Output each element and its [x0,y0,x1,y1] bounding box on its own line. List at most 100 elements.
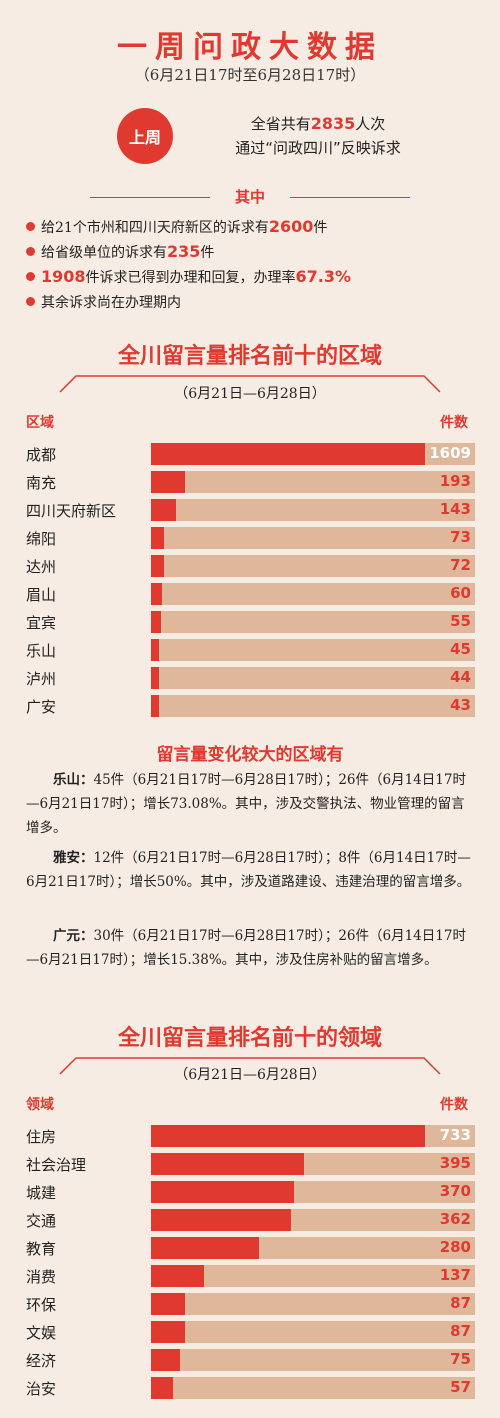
change-paragraph: 广元：30件（6月21日17时—6月28日17时）；26件（6月14日17时—6… [26,924,476,972]
field-bar [151,1153,305,1175]
field-bar-row: 环保 87 [0,1292,500,1316]
region-value-label: 72 [450,556,471,574]
field-bar-track: 87 [151,1321,475,1343]
region-bar-row: 达州 72 [0,554,500,578]
summary-text: 全省共有 [250,115,311,133]
region-bar-track: 43 [151,695,475,717]
field-col-count: 件数 [440,1097,468,1113]
change-region-text: 12件（6月21日17时—6月28日17时）；8件（6月14日17时—6月21日… [26,850,471,890]
field-bar-row: 教育 280 [0,1236,500,1260]
region-bar [151,611,161,633]
field-category-label: 城建 [26,1184,57,1202]
field-bar-row: 消费 137 [0,1264,500,1288]
field-bar [151,1321,185,1343]
page-subtitle: （6月21日17时至6月28日17时） [134,66,366,84]
bullet-dot [26,222,35,231]
region-category-label: 四川天府新区 [26,502,117,520]
region-bar-row: 乐山 45 [0,638,500,662]
field-bar [151,1377,174,1399]
summary-count: 2835 [310,114,356,133]
region-value-label: 44 [450,668,471,686]
bullet-text: 给省级单位的诉求有 [41,244,167,261]
region-bar [151,695,159,717]
change-paragraph: 雅安：12件（6月21日17时—6月28日17时）；8件（6月14日17时—6月… [26,846,476,894]
field-value-label: 280 [439,1238,471,1256]
region-bar-track: 60 [151,583,475,605]
region-bar [151,527,164,549]
bullet-item: 给21个市州和四川天府新区的诉求有 2600 件 [26,214,486,239]
region-value-label: 45 [450,640,471,658]
change-paragraph: 乐山：45件（6月21日17时—6月28日17时）；26件（6月14日17时—6… [26,768,476,840]
region-bar-row: 宜宾 55 [0,610,500,634]
region-value-label: 143 [439,500,471,518]
region-bar-track: 55 [151,611,475,633]
region-bar-track: 143 [151,499,475,521]
field-value-label: 362 [439,1210,471,1228]
field-bar-row: 交通 362 [0,1208,500,1232]
field-bar-row: 治安 57 [0,1376,500,1400]
change-region-name: 广元： [53,928,94,944]
field-bar [151,1293,185,1315]
region-category-label: 泸州 [26,670,57,688]
region-col-label: 区域 [26,415,54,431]
field-category-label: 经济 [26,1352,57,1370]
summary: 全省共有2835人次 通过“问政四川”反映诉求 [188,112,448,160]
bullet-unit: 件 [313,219,328,236]
change-region-text: 30件（6月21日17时—6月28日17时）；26件（6月14日17时—6月21… [26,928,466,968]
field-bar-track: 370 [151,1181,475,1203]
field-category-label: 交通 [26,1212,57,1230]
field-value-label: 75 [450,1350,471,1368]
among-label: 其中 [234,188,265,206]
field-value-label: 395 [439,1154,471,1172]
region-bar-row: 眉山 60 [0,582,500,606]
region-value-label: 43 [450,696,471,714]
field-chart-title: 全川留言量排名前十的领域 [117,1026,382,1051]
field-bar-row: 城建 370 [0,1180,500,1204]
field-bar-row: 文娱 87 [0,1320,500,1344]
region-bar-row: 广安 43 [0,694,500,718]
divider-line-right [290,197,410,198]
region-bar [151,583,162,605]
region-bar-track: 1609 [151,443,475,465]
field-bar-track: 733 [151,1125,475,1147]
field-value-label: 370 [439,1182,471,1200]
region-category-label: 乐山 [26,642,57,660]
bullet-rate: 67.3% [295,267,352,286]
field-bar-track: 87 [151,1293,475,1315]
bullet-number: 235 [167,242,201,261]
field-bar [151,1265,205,1287]
region-chart-subtitle: （6月21日—6月28日） [174,386,326,402]
region-bar [151,555,164,577]
bullet-item: 其余诉求尚在办理期内 [26,289,486,314]
bullet-text: 给21个市州和四川天府新区的诉求有 [41,219,269,236]
region-category-label: 宜宾 [26,614,57,632]
field-category-label: 消费 [26,1268,57,1286]
region-bar-track: 72 [151,555,475,577]
page-title: 一周问政大数据 [117,30,383,65]
field-bar [151,1349,181,1371]
field-value-label: 137 [439,1266,471,1284]
field-value-label: 87 [450,1322,471,1340]
field-bar-track: 75 [151,1349,475,1371]
region-bar-track: 193 [151,471,475,493]
region-category-label: 眉山 [26,586,57,604]
field-category-label: 治安 [26,1380,57,1398]
region-category-label: 南充 [26,474,57,492]
region-bar [151,667,159,689]
region-bar-track: 73 [151,527,475,549]
region-category-label: 广安 [26,698,57,716]
among-divider: 其中 [0,186,500,210]
field-value-label: 733 [439,1126,471,1144]
region-bar-row: 成都 1609 [0,442,500,466]
region-bar-track: 45 [151,639,475,661]
field-category-label: 环保 [26,1296,57,1314]
field-bar [151,1209,292,1231]
field-bar-track: 362 [151,1209,475,1231]
last-week-badge: 上周 [117,108,173,164]
region-value-label: 73 [450,528,471,546]
bullet-number: 2600 [268,217,314,236]
field-category-label: 社会治理 [26,1156,87,1174]
region-chart-title: 全川留言量排名前十的区域 [117,344,382,369]
bullet-unit: 件 [200,244,215,261]
field-bar-track: 57 [151,1377,475,1399]
